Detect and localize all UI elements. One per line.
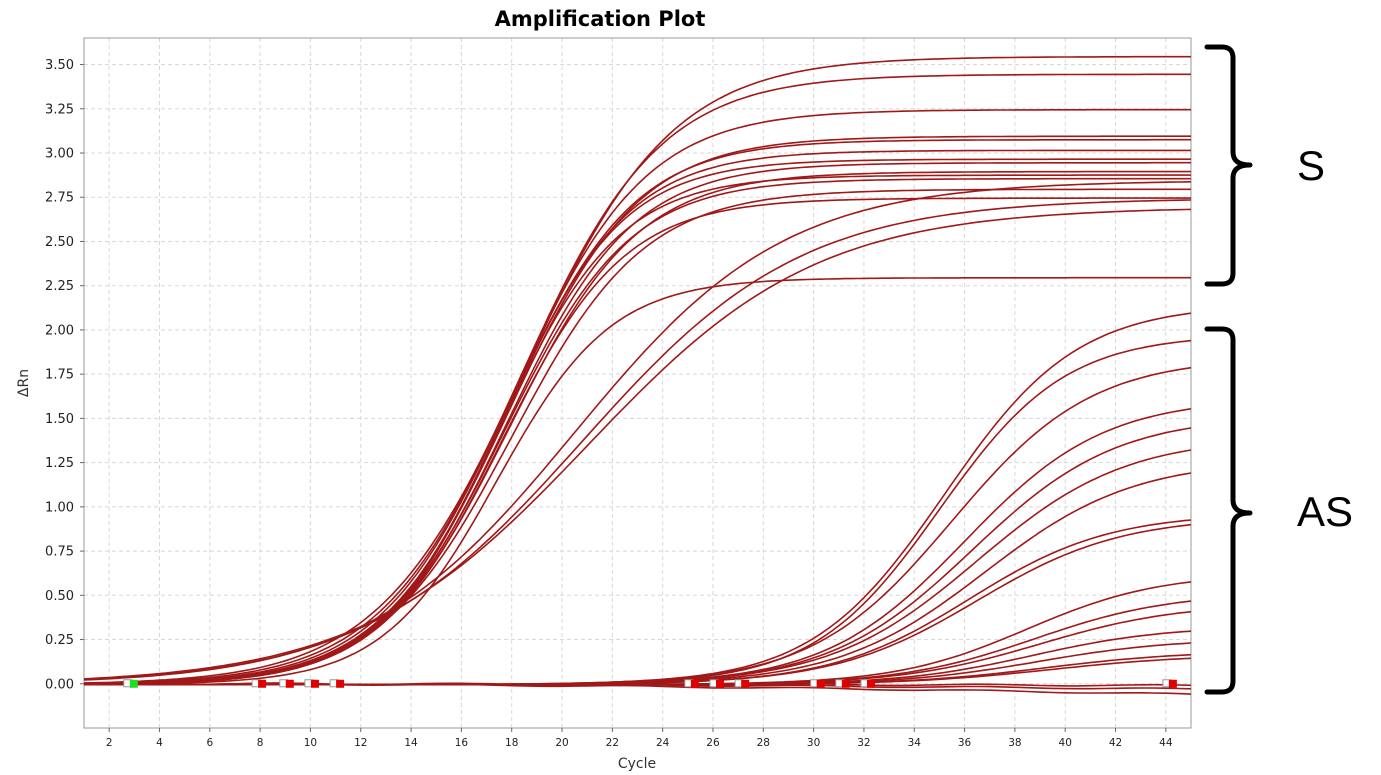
- x-tick-label: 30: [807, 737, 820, 749]
- amplification-curve: [84, 472, 1192, 686]
- y-tick-label: 2.00: [45, 323, 74, 338]
- x-tick-label: 40: [1059, 737, 1072, 749]
- x-axis: 2 4 6 8 10 12 14 16 18 20 22 24 26 28 30 32 34 36 38 40 42 44: [106, 728, 1173, 749]
- amplification-curve: [83, 199, 1192, 681]
- x-tick-label: 44: [1159, 737, 1173, 749]
- x-tick-label: 6: [206, 737, 213, 749]
- y-tick-label: 2.75: [45, 191, 74, 206]
- y-tick-label: 2.25: [45, 279, 74, 294]
- x-tick-label: 22: [606, 737, 619, 749]
- x-tick-label: 38: [1008, 737, 1021, 749]
- y-tick-label: 0.25: [45, 633, 74, 648]
- x-tick-label: 24: [656, 737, 670, 749]
- x-tick-label: 20: [555, 737, 568, 749]
- threshold-marker: [690, 679, 699, 688]
- baseline-curve: [83, 682, 1192, 695]
- y-tick-label: 0.50: [45, 589, 74, 604]
- plot-frame: [83, 37, 1192, 729]
- y-tick-label: 3.50: [45, 58, 74, 73]
- x-tick-label: 36: [958, 737, 972, 749]
- amplification-curve: [83, 188, 1191, 685]
- threshold-marker: [310, 679, 319, 688]
- threshold-marker: [129, 679, 138, 688]
- threshold-markers: [123, 679, 1177, 688]
- y-tick-label: 1.00: [45, 500, 74, 515]
- x-tick-label: 34: [908, 737, 922, 749]
- y-tick-label: 1.25: [45, 456, 74, 471]
- threshold-marker: [866, 679, 875, 688]
- x-tick-label: 26: [706, 737, 720, 749]
- y-tick-label: 2.50: [45, 235, 74, 250]
- y-tick-label: 1.50: [45, 412, 74, 427]
- amplification-curve: [84, 642, 1192, 686]
- amplification-curve: [84, 408, 1192, 686]
- x-tick-label: 10: [304, 737, 317, 749]
- group-label-as: AS: [1297, 488, 1353, 535]
- x-tick-label: 28: [757, 737, 770, 749]
- amplification-curve: [83, 181, 1192, 681]
- x-tick-label: 14: [404, 737, 418, 749]
- threshold-marker: [1168, 679, 1177, 688]
- y-tick-label: 3.25: [45, 102, 74, 117]
- y-tick-label: 0.75: [45, 545, 74, 560]
- amplification-curve: [83, 174, 1191, 685]
- y-tick-label: 0.00: [45, 677, 74, 692]
- x-tick-label: 32: [857, 737, 870, 749]
- x-tick-label: 16: [455, 737, 469, 749]
- amplification-curve: [83, 149, 1191, 685]
- threshold-marker: [285, 679, 294, 688]
- threshold-marker: [741, 679, 750, 688]
- group-label-s: S: [1297, 142, 1325, 189]
- x-axis-label: Cycle: [618, 756, 656, 772]
- amplification-curve: [83, 208, 1192, 680]
- amplification-curve: [84, 161, 1191, 685]
- x-tick-label: 18: [505, 737, 518, 749]
- threshold-marker: [816, 679, 825, 688]
- y-tick-label: 3.00: [45, 147, 74, 162]
- threshold-marker: [716, 679, 725, 688]
- x-tick-label: 4: [156, 737, 163, 749]
- amplification-curve: [84, 366, 1192, 686]
- amplification-curve: [83, 73, 1191, 685]
- x-tick-label: 8: [257, 737, 264, 749]
- brace-s: [1204, 44, 1253, 287]
- amplification-curve: [84, 197, 1191, 685]
- x-tick-label: 12: [354, 737, 367, 749]
- amplification-curve: [83, 135, 1191, 685]
- y-axis: 0.00 0.25 0.50 0.75 1.00 1.25 1.50 1.75 2.00 2.25…: [45, 58, 84, 692]
- amplification-curve: [84, 427, 1192, 686]
- chart-title: Amplification Plot: [495, 7, 706, 31]
- amplification-curve: [83, 158, 1191, 685]
- y-tick-label: 1.75: [45, 368, 74, 383]
- x-tick-label: 42: [1109, 737, 1122, 749]
- threshold-marker: [336, 679, 345, 688]
- amplification-curve: [84, 312, 1192, 686]
- amplification-curve: [84, 519, 1192, 686]
- amplification-curve: [83, 170, 1191, 685]
- y-axis-label: ΔRn: [16, 369, 32, 397]
- amplification-curves: [83, 55, 1192, 695]
- grid: [84, 38, 1191, 728]
- brace-as: [1204, 326, 1253, 695]
- amplification-curve: [83, 108, 1191, 685]
- threshold-marker: [258, 679, 267, 688]
- amplification-curve: [83, 276, 1191, 686]
- threshold-marker: [841, 679, 850, 688]
- x-tick-label: 2: [106, 737, 113, 749]
